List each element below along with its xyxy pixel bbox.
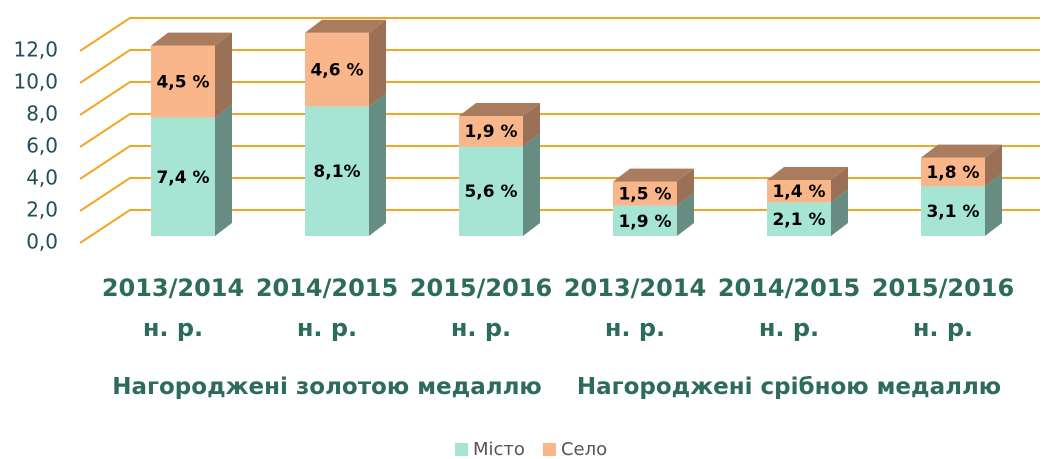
x-tick-label: 2015/2016 н. р.	[871, 274, 1015, 342]
bar-segment	[921, 157, 985, 187]
value-label: 5,6 %	[464, 182, 517, 202]
bar-side	[831, 189, 848, 236]
y-tick-label: 10,0	[13, 70, 58, 94]
legend-label: Місто	[473, 439, 525, 459]
value-label: 7,4 %	[156, 168, 209, 188]
y-tick-label: 2,0	[26, 198, 58, 222]
bar-top	[305, 19, 386, 33]
bar-top	[613, 168, 694, 182]
y-tick-label: 0,0	[26, 230, 58, 254]
x-tick-label: 2014/2015 н. р.	[717, 274, 861, 342]
legend-swatch	[455, 443, 468, 456]
grid-line	[79, 113, 1040, 148]
bar-segment	[151, 117, 215, 236]
grid-line	[79, 209, 1040, 244]
value-label: 1,5 %	[618, 185, 671, 205]
bar-side	[523, 103, 540, 147]
bar-top	[921, 144, 1002, 158]
bar-segment	[305, 106, 369, 237]
value-label: 3,1 %	[926, 202, 979, 222]
value-label: 2,1 %	[772, 210, 825, 230]
bar-side	[831, 167, 848, 203]
value-label: 1,9 %	[618, 212, 671, 232]
bar-side	[523, 133, 540, 236]
value-label: 4,5 %	[156, 73, 209, 93]
legend-label: Село	[561, 439, 607, 459]
bar-top	[767, 167, 848, 180]
bar-side	[677, 192, 694, 236]
grid-line	[79, 49, 1040, 84]
bar-side	[215, 104, 232, 236]
x-tick-label: 2014/2015 н. р.	[255, 274, 399, 342]
bar-segment	[613, 181, 677, 206]
bar-side	[369, 93, 386, 237]
y-tick-label: 8,0	[26, 102, 58, 126]
grid-line	[79, 177, 1040, 212]
bar-top	[459, 103, 540, 116]
grid-line	[79, 145, 1040, 180]
value-label: 4,6 %	[310, 61, 363, 81]
bar-segment	[767, 180, 831, 203]
value-label: 1,8 %	[926, 163, 979, 183]
bar-side	[985, 173, 1002, 236]
bar-side	[985, 144, 1002, 187]
bar-segment	[305, 32, 369, 107]
y-tick-label: 12,0	[13, 38, 58, 62]
group-label: Нагороджені золотою медаллю	[112, 374, 542, 400]
x-tick-label: 2015/2016 н. р.	[409, 274, 553, 342]
y-tick-label: 4,0	[26, 166, 58, 190]
x-tick-label: 2013/2014 н. р.	[101, 274, 245, 342]
y-tick-label: 6,0	[26, 134, 58, 158]
grid-line	[79, 81, 1040, 116]
group-label: Нагороджені срібною медаллю	[576, 374, 1002, 400]
value-label: 1,9 %	[464, 122, 517, 142]
bar-side	[677, 168, 694, 206]
bar-segment	[459, 116, 523, 147]
bar-segment	[151, 45, 215, 118]
bar-segment	[459, 146, 523, 236]
bar-segment	[613, 205, 677, 236]
bar-side	[215, 32, 232, 118]
value-label: 8,1%	[313, 162, 360, 182]
bar-segment	[767, 202, 831, 236]
grid-line	[79, 17, 1040, 52]
value-label: 1,4 %	[772, 182, 825, 202]
bar-segment	[921, 186, 985, 236]
bar-side	[369, 19, 386, 107]
x-tick-label: 2013/2014 н. р.	[563, 274, 707, 342]
legend-swatch	[542, 443, 556, 456]
bar-top	[151, 32, 232, 46]
